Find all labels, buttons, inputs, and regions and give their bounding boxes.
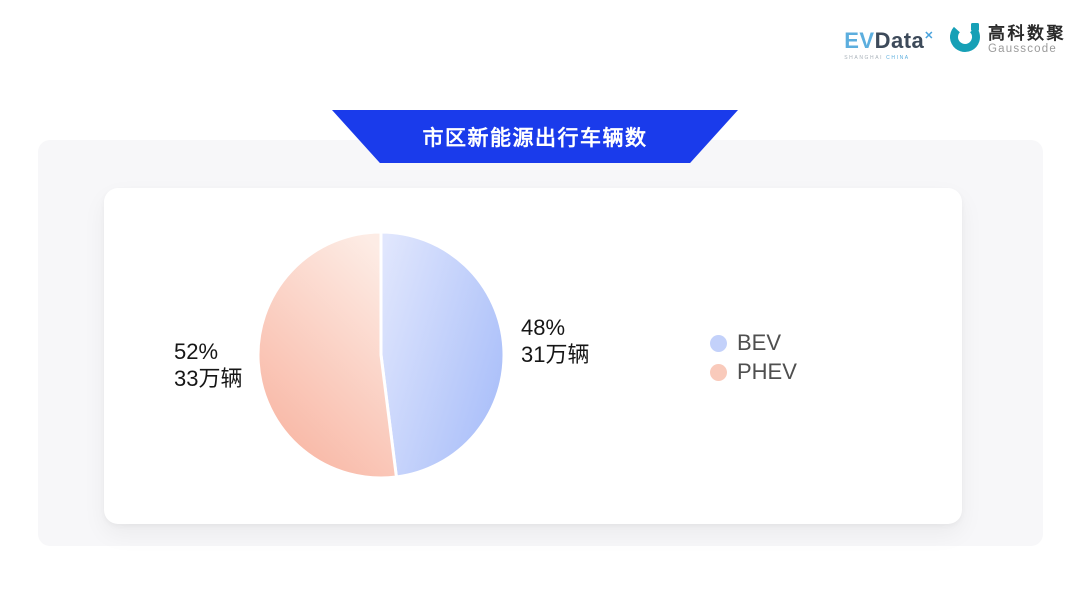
pie-chart (251, 225, 511, 485)
pie-slice-BEV[interactable] (379, 230, 506, 479)
bev-percent: 48% (521, 315, 566, 340)
evdata-logo: EVData✕ SHANGHAI CHINA (844, 20, 934, 62)
bev-value: 31万辆 (521, 342, 590, 367)
gausscode-text: 高科数聚 Gausscode (988, 24, 1066, 56)
gausscode-logo: 高科数聚 Gausscode (948, 20, 1066, 59)
chart-title: 市区新能源出行车辆数 (422, 126, 648, 150)
phev-slice-label: 52% 33万辆 (174, 338, 242, 392)
phev-value: 33万辆 (174, 366, 243, 391)
legend: BEV PHEV (710, 330, 797, 385)
evdata-subtext: SHANGHAI CHINA (844, 55, 910, 61)
gausscode-g-icon (948, 20, 982, 59)
legend-label-bev: BEV (737, 330, 782, 355)
legend-label-phev: PHEV (737, 359, 797, 384)
legend-dot-bev-icon (710, 334, 727, 352)
evdata-wordmark: EVData✕ (844, 25, 934, 52)
chart-title-banner: 市区新能源出行车辆数 (332, 110, 738, 163)
gausscode-cn-name: 高科数聚 (988, 23, 1066, 43)
evdata-x-icon: ✕ (924, 30, 934, 42)
chart-card (104, 188, 962, 524)
phev-percent: 52% (174, 339, 219, 364)
pie-slice-PHEV[interactable] (256, 230, 399, 480)
evdata-data-text: Data (874, 28, 925, 53)
legend-dot-phev-icon (710, 363, 727, 381)
legend-item-phev[interactable]: PHEV (710, 359, 797, 385)
bev-slice-label: 48% 31万辆 (521, 314, 589, 368)
evdata-ev-text: EV (844, 28, 875, 53)
legend-item-bev[interactable]: BEV (710, 330, 797, 356)
gausscode-en-name: Gausscode (988, 42, 1057, 55)
header-logos: EVData✕ SHANGHAI CHINA 高科数聚 Gausscode (844, 20, 1066, 61)
